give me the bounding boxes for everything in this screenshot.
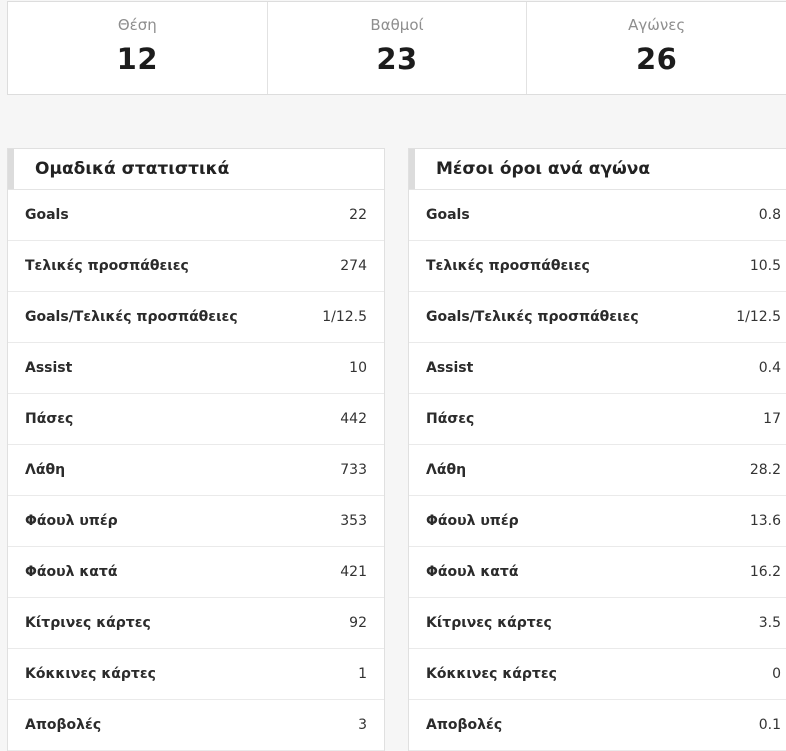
table-row: Φάουλ υπέρ 13.6 (409, 496, 786, 547)
stat-label: Goals/Τελικές προσπάθειες (25, 309, 238, 325)
stat-label: Πάσες (25, 411, 74, 427)
stat-label: Τελικές προσπάθειες (25, 258, 189, 274)
stat-value: 3 (358, 717, 367, 733)
summary-card-label: Βαθμοί (370, 16, 424, 34)
stat-value: 16.2 (749, 564, 781, 580)
stat-label: Κίτρινες κάρτες (25, 615, 151, 631)
panel-header: Μέσοι όροι ανά αγώνα (409, 149, 786, 190)
table-row: Φάουλ κατά 16.2 (409, 547, 786, 598)
summary-card-value: 23 (376, 42, 418, 76)
summary-card-matches: Αγώνες 26 (526, 2, 786, 94)
summary-card-value: 26 (636, 42, 678, 76)
table-row: Πάσες 17 (409, 394, 786, 445)
table-row: Κίτρινες κάρτες 3.5 (409, 598, 786, 649)
stat-value: 1 (358, 666, 367, 682)
stat-value: 0.1 (758, 717, 781, 733)
stat-label: Assist (25, 360, 73, 376)
table-row: Φάουλ κατά 421 (8, 547, 384, 598)
summary-card-label: Αγώνες (628, 16, 686, 34)
summary-card-points: Βαθμοί 23 (266, 2, 527, 94)
panel-header: Ομαδικά στατιστικά (8, 149, 384, 190)
stat-label: Φάουλ υπέρ (426, 513, 519, 529)
stat-label: Φάουλ κατά (25, 564, 118, 580)
stat-label: Φάουλ υπέρ (25, 513, 118, 529)
stat-label: Κόκκινες κάρτες (25, 666, 156, 682)
summary-card-position: Θέση 12 (8, 2, 267, 94)
stat-label: Αποβολές (426, 717, 503, 733)
table-row: Λάθη 28.2 (409, 445, 786, 496)
stat-label: Goals (25, 207, 69, 223)
table-row: Goals/Τελικές προσπάθειες 1/12.5 (409, 292, 786, 343)
stat-value: 274 (340, 258, 367, 274)
stat-label: Λάθη (426, 462, 467, 478)
stat-value: 28.2 (749, 462, 781, 478)
panel-per-match-averages: Μέσοι όροι ανά αγώνα Goals 0.8 Τελικές προ… (408, 148, 786, 751)
panel-title: Ομαδικά στατιστικά (35, 159, 230, 179)
summary-card-label: Θέση (117, 16, 157, 34)
stat-label: Πάσες (426, 411, 475, 427)
table-row: Κίτρινες κάρτες 92 (8, 598, 384, 649)
stat-value: 353 (340, 513, 367, 529)
stats-rows: Goals 0.8 Τελικές προσπάθειες 10.5 Goals/Τελ… (409, 190, 786, 751)
stat-value: 10.5 (749, 258, 781, 274)
summary-cards: Θέση 12 Βαθμοί 23 Αγώνες 26 (7, 1, 786, 95)
panel-title: Μέσοι όροι ανά αγώνα (436, 159, 651, 179)
stat-label: Goals (426, 207, 470, 223)
table-row: Assist 0.4 (409, 343, 786, 394)
stat-value: 13.6 (749, 513, 781, 529)
panel-team-stats: Ομαδικά στατιστικά Goals 22 Τελικές προσπά… (7, 148, 385, 751)
header-accent-bar (8, 149, 14, 189)
stat-value: 0.4 (758, 360, 781, 376)
table-row: Κόκκινες κάρτες 0 (409, 649, 786, 700)
stat-value: 0 (772, 666, 781, 682)
stat-value: 733 (340, 462, 367, 478)
table-row: Τελικές προσπάθειες 10.5 (409, 241, 786, 292)
table-row: Τελικές προσπάθειες 274 (8, 241, 384, 292)
stats-panels: Ομαδικά στατιστικά Goals 22 Τελικές προσπά… (7, 148, 786, 751)
table-row: Goals 22 (8, 190, 384, 241)
table-row: Αποβολές 3 (8, 700, 384, 751)
table-row: Goals/Τελικές προσπάθειες 1/12.5 (8, 292, 384, 343)
stat-label: Κόκκινες κάρτες (426, 666, 557, 682)
table-row: Πάσες 442 (8, 394, 384, 445)
stat-value: 3.5 (758, 615, 781, 631)
stat-value: 1/12.5 (322, 309, 367, 325)
stat-value: 22 (349, 207, 367, 223)
table-row: Λάθη 733 (8, 445, 384, 496)
summary-card-value: 12 (116, 42, 159, 76)
stat-value: 92 (349, 615, 367, 631)
table-row: Κόκκινες κάρτες 1 (8, 649, 384, 700)
header-accent-bar (409, 149, 415, 189)
stat-label: Κίτρινες κάρτες (426, 615, 552, 631)
table-row: Goals 0.8 (409, 190, 786, 241)
stat-label: Assist (426, 360, 474, 376)
stat-value: 10 (349, 360, 367, 376)
table-row: Φάουλ υπέρ 353 (8, 496, 384, 547)
stat-value: 1/12.5 (736, 309, 781, 325)
stat-value: 421 (340, 564, 367, 580)
stat-label: Goals/Τελικές προσπάθειες (426, 309, 639, 325)
stat-value: 0.8 (758, 207, 781, 223)
stat-label: Λάθη (25, 462, 66, 478)
table-row: Αποβολές 0.1 (409, 700, 786, 751)
stat-value: 17 (763, 411, 781, 427)
stat-label: Φάουλ κατά (426, 564, 519, 580)
stats-rows: Goals 22 Τελικές προσπάθειες 274 Goals/Τελικ… (8, 190, 384, 751)
stat-label: Τελικές προσπάθειες (426, 258, 590, 274)
stat-value: 442 (340, 411, 367, 427)
table-row: Assist 10 (8, 343, 384, 394)
stat-label: Αποβολές (25, 717, 102, 733)
